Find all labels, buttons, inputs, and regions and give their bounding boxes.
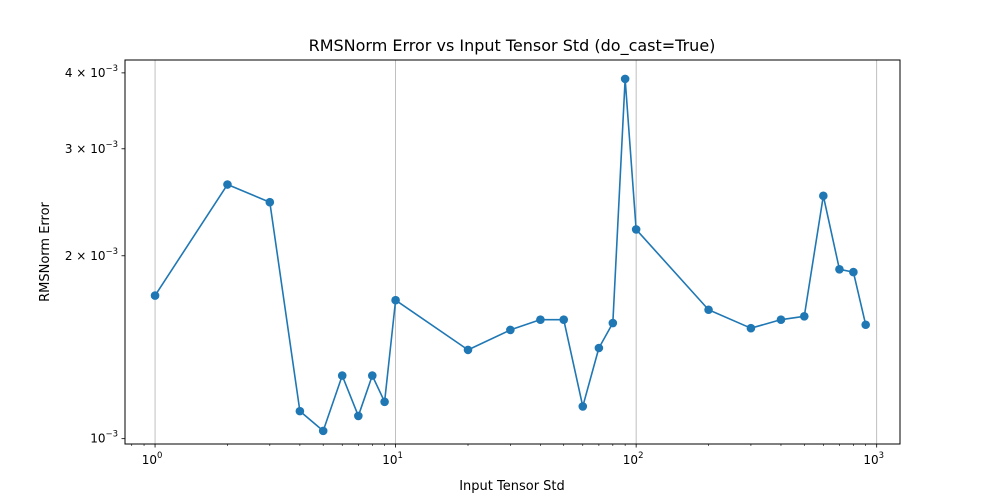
data-point	[337, 371, 347, 380]
data-point	[265, 197, 275, 207]
x-tick-label-base: 10	[142, 453, 157, 467]
y-axis-label: RMSNorm Error	[38, 201, 53, 301]
data-point	[835, 265, 844, 274]
data-point	[620, 74, 630, 84]
y-tick-label-mantissa: 3 ×	[65, 142, 90, 156]
data-point	[746, 323, 756, 333]
data-point	[391, 295, 400, 305]
data-point	[594, 343, 604, 353]
data-point	[704, 305, 713, 315]
x-tick-label-base: 10	[382, 453, 397, 467]
x-tick-label-exponent: 0	[157, 451, 162, 461]
grid-layer	[154, 60, 878, 444]
data-point	[367, 371, 377, 380]
data-point	[536, 315, 545, 324]
y-tick-label-base: 10	[90, 142, 105, 156]
data-point	[506, 325, 515, 335]
x-axis-label: Input Tensor Std	[459, 479, 565, 494]
series-layer	[150, 74, 870, 436]
data-point	[354, 411, 363, 421]
data-point	[631, 225, 641, 234]
data-point	[318, 426, 328, 436]
x-tick-label: 102	[623, 451, 644, 467]
y-tick-label: 4 × 10−3	[65, 64, 118, 80]
x-tick-label: 103	[863, 451, 884, 467]
y-tick-label-mantissa: 2 ×	[65, 249, 90, 263]
data-point	[559, 315, 569, 324]
data-point	[819, 191, 828, 201]
x-tick-label-exponent: 2	[638, 451, 643, 461]
data-point	[380, 397, 389, 407]
y-tick-label: 2 × 10−3	[65, 247, 118, 263]
plot-frame	[124, 59, 901, 445]
data-point	[223, 180, 232, 189]
data-point	[463, 345, 473, 355]
x-tick-label-exponent: 3	[879, 451, 884, 461]
x-tick-label-base: 10	[623, 453, 638, 467]
chart-title: RMSNorm Error vs Input Tensor Std (do_ca…	[309, 36, 716, 56]
data-point	[799, 312, 809, 321]
x-tick-label: 101	[382, 451, 403, 467]
data-point	[861, 320, 870, 330]
y-tick-label-base: 10	[90, 249, 105, 263]
y-tick-label-base: 10	[90, 432, 105, 446]
y-tick-label-exponent: −3	[105, 247, 118, 257]
data-point	[849, 267, 858, 277]
x-tick-label-exponent: 1	[398, 451, 403, 461]
y-tick-label-exponent: −3	[105, 140, 118, 150]
x-tick-label: 100	[142, 451, 163, 467]
y-tick-label: 3 × 10−3	[65, 140, 118, 156]
data-point	[295, 406, 305, 416]
data-point	[608, 318, 618, 328]
y-tick-label: 10−3	[90, 430, 118, 446]
data-point	[150, 291, 160, 300]
y-tick-label-exponent: −3	[105, 64, 118, 74]
y-tick-label-mantissa: 4 ×	[65, 66, 90, 80]
data-point	[776, 315, 786, 324]
data-point	[578, 402, 588, 411]
y-tick-label-exponent: −3	[105, 430, 118, 440]
y-tick-label-base: 10	[90, 66, 105, 80]
x-tick-label-base: 10	[863, 453, 878, 467]
